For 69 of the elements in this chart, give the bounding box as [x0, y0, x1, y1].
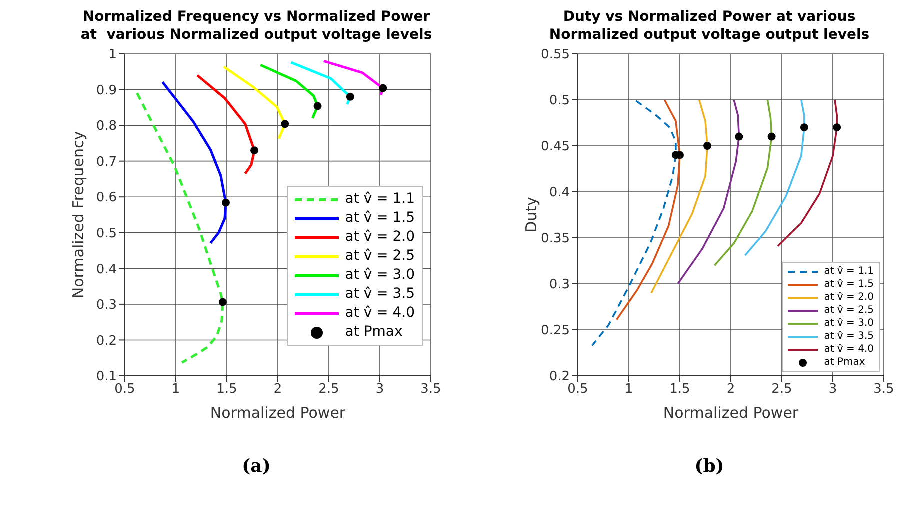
- x-axis-title: Normalized Power: [210, 404, 346, 422]
- legend-label: at v̂ = 4.0: [345, 304, 415, 323]
- y-axis-title: Duty: [522, 196, 540, 233]
- point: [800, 124, 808, 132]
- y-tick-label: 0.25: [541, 324, 570, 339]
- y-tick-label: 0.4: [96, 262, 117, 278]
- y-tick-label: 0.4: [549, 186, 570, 201]
- legend-label: at v̂ = 2.5: [824, 304, 874, 317]
- y-tick-label: 0.9: [96, 83, 117, 98]
- legend-label: at v̂ = 1.5: [345, 209, 415, 228]
- legend-label: at v̂ = 2.5: [345, 247, 415, 266]
- x-tick-label: 2: [726, 382, 736, 398]
- legend-label: at v̂ = 3.0: [345, 266, 415, 285]
- point: [250, 146, 259, 155]
- y-tick-label: 0.5: [549, 94, 570, 109]
- legend-label: at v̂ = 1.1: [345, 190, 415, 209]
- y-tick-label: 0.45: [541, 140, 570, 155]
- legend-label: at v̂ = 3.0: [824, 317, 874, 330]
- point: [735, 132, 744, 141]
- y-tick-label: 0.3: [96, 298, 117, 314]
- y-tick-label: 0.35: [541, 232, 570, 247]
- x-tick-label: 3.5: [874, 382, 894, 398]
- point: [218, 298, 227, 306]
- point: [768, 132, 776, 141]
- y-tick-label: 0.3: [549, 278, 570, 293]
- y-tick-label: 0.2: [549, 370, 570, 385]
- x-tick-label: 2.5: [772, 382, 792, 398]
- x-tick-label: 1.5: [216, 382, 238, 398]
- legend-label: at v̂ = 2.0: [824, 291, 874, 304]
- x-tick-label: 3: [376, 382, 384, 398]
- x-axis-title: Normalized Power: [663, 404, 800, 422]
- x-tick-label: 0.5: [568, 382, 588, 398]
- y-tick-label: 0.8: [96, 119, 117, 134]
- x-tick-label: 1.5: [670, 382, 690, 398]
- point: [379, 84, 388, 92]
- y-tick-label: 0.55: [541, 48, 570, 63]
- y-tick-label: 0.1: [96, 370, 117, 385]
- text: (b): [694, 456, 726, 477]
- x-tick-label: 2: [274, 382, 282, 398]
- y-tick-label: 0.5: [96, 226, 117, 242]
- chart-title: Duty vs Normalized Power at various Normalized output voltage output levels: [548, 8, 871, 44]
- y-tick-label: 0.6: [96, 190, 117, 206]
- point: [281, 120, 290, 128]
- legend-label: at v̂ = 1.1: [824, 265, 874, 278]
- x-tick-label: 1: [624, 382, 634, 398]
- x-tick-label: 3: [828, 382, 838, 398]
- text: (a): [241, 456, 272, 477]
- y-tick-label: 0.2: [96, 334, 117, 349]
- x-tick-label: 0.5: [114, 382, 136, 398]
- point: [346, 92, 354, 101]
- y-tick-label: 1: [108, 48, 117, 63]
- legend-label: at Pmax: [824, 356, 866, 369]
- line-series: [591, 100, 677, 347]
- x-tick-label: 3.5: [420, 382, 442, 398]
- y-tick-label: 0.7: [96, 154, 117, 170]
- legend-label: at v̂ = 3.5: [824, 330, 874, 343]
- legend-label: at v̂ = 3.5: [345, 285, 415, 304]
- legend-label: at v̂ = 2.0: [345, 228, 415, 247]
- point: [833, 124, 842, 132]
- x-tick-label: 2.5: [318, 382, 340, 398]
- point: [314, 102, 322, 110]
- legend-label: at v̂ = 1.5: [824, 278, 874, 291]
- chart-title: Normalized Frequency vs Normalized Power at various Normalized output voltage levels: [80, 8, 434, 44]
- legend-label: at Pmax: [345, 323, 403, 342]
- point: [704, 142, 712, 150]
- y-axis-title: Normalized Frequency: [69, 131, 88, 299]
- point: [222, 198, 230, 207]
- legend-label: at v̂ = 4.0: [824, 343, 874, 356]
- x-tick-label: 1: [172, 382, 180, 398]
